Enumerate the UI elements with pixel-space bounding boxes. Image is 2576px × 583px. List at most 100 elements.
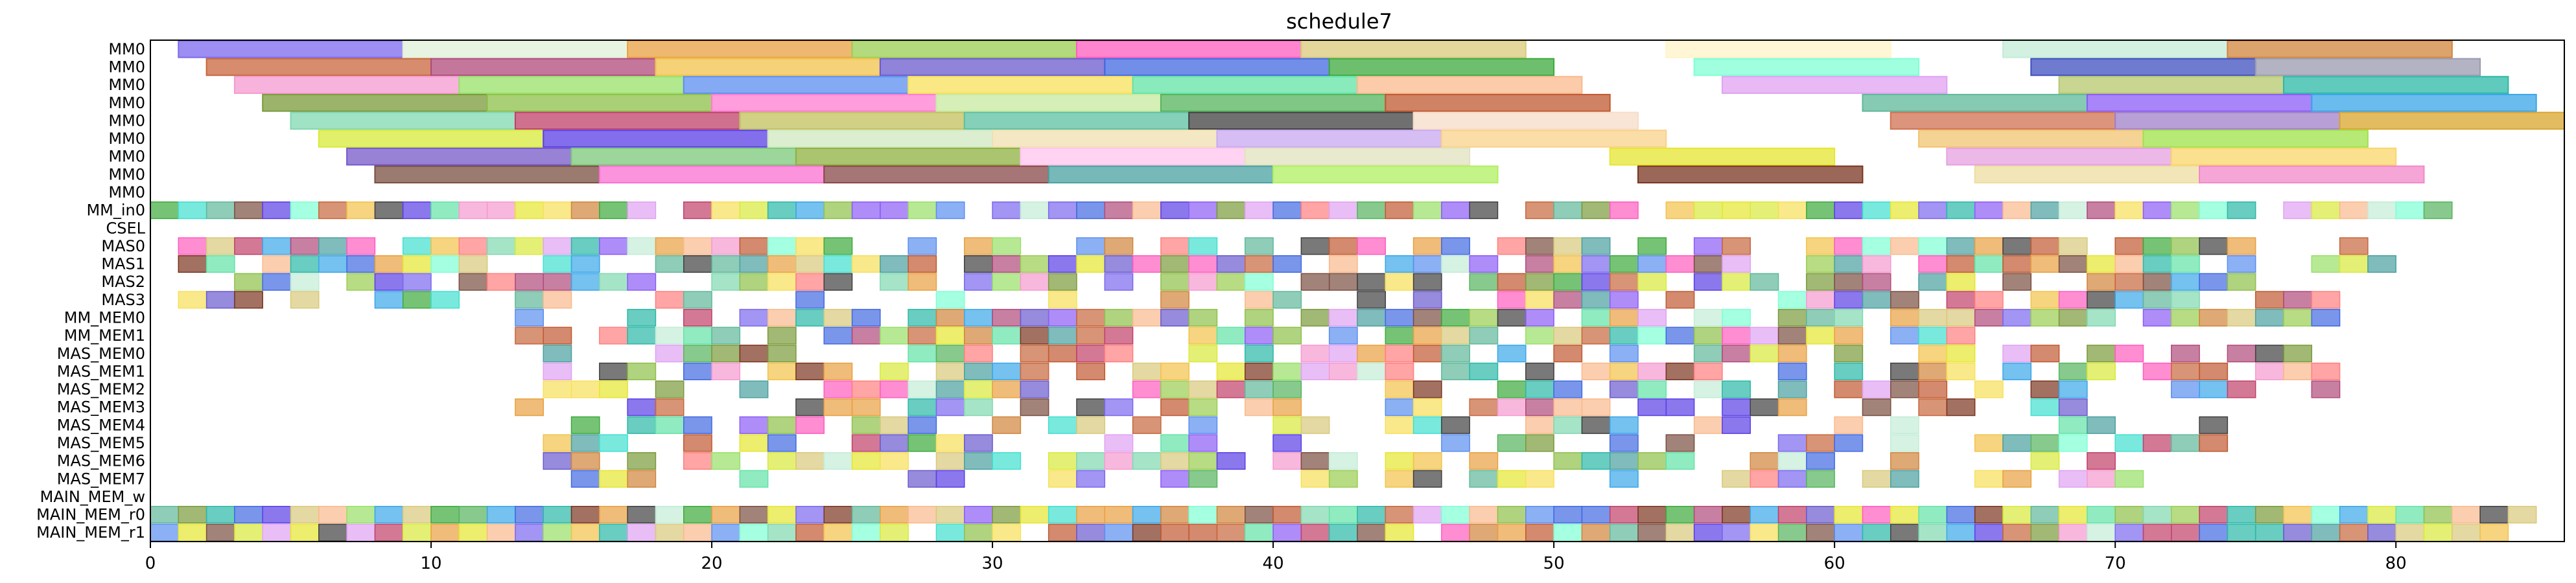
- schedule-block: [655, 345, 685, 363]
- schedule-block: [823, 452, 853, 470]
- schedule-block: [767, 326, 797, 345]
- schedule-block: [2227, 380, 2256, 398]
- row-label: MAS_MEM0: [57, 345, 145, 363]
- schedule-block: [234, 273, 263, 291]
- schedule-block: [1076, 255, 1106, 273]
- schedule-block: [2058, 308, 2088, 327]
- schedule-block: [1160, 523, 1189, 542]
- schedule-block: [627, 273, 657, 291]
- schedule-block: [1357, 345, 1387, 363]
- schedule-block: [1834, 362, 1864, 380]
- schedule-block: [1160, 201, 1189, 220]
- schedule-block: [1076, 398, 1106, 417]
- plot-frame: [150, 40, 2565, 542]
- schedule-block: [683, 452, 712, 470]
- schedule-block: [1581, 362, 1611, 380]
- schedule-block: [767, 308, 797, 327]
- schedule-block: [205, 237, 235, 255]
- schedule-block: [1974, 308, 2004, 327]
- schedule-block: [1188, 326, 1218, 345]
- schedule-block: [1722, 326, 1751, 345]
- schedule-block: [1160, 470, 1189, 488]
- schedule-block: [599, 326, 628, 345]
- row-label: MAIN_MEM_r0: [36, 506, 145, 524]
- schedule-block: [1441, 237, 1470, 255]
- schedule-block: [1300, 273, 1330, 291]
- gantt-bar: [655, 58, 881, 76]
- schedule-block: [1665, 362, 1695, 380]
- schedule-block: [739, 416, 769, 434]
- schedule-block: [1918, 398, 1948, 417]
- schedule-block: [570, 470, 600, 488]
- schedule-block: [2199, 273, 2229, 291]
- schedule-block: [1441, 308, 1470, 327]
- schedule-block: [1245, 505, 1274, 524]
- schedule-block: [1076, 326, 1106, 345]
- schedule-block: [795, 273, 825, 291]
- gantt-bar: [346, 147, 572, 166]
- schedule-block: [1216, 273, 1246, 291]
- schedule-block: [318, 201, 347, 220]
- schedule-block: [1525, 273, 1554, 291]
- schedule-block: [234, 237, 263, 255]
- schedule-block: [570, 380, 600, 398]
- schedule-block: [515, 273, 544, 291]
- schedule-block: [739, 434, 769, 452]
- schedule-block: [1609, 470, 1639, 488]
- schedule-block: [1581, 523, 1611, 542]
- schedule-block: [543, 237, 572, 255]
- schedule-block: [851, 308, 881, 327]
- schedule-block: [1076, 345, 1106, 363]
- x-tick-label: 40: [1263, 554, 1284, 573]
- schedule-block: [907, 416, 937, 434]
- schedule-block: [1665, 326, 1695, 345]
- schedule-block: [1048, 326, 1077, 345]
- schedule-block: [880, 326, 909, 345]
- schedule-block: [543, 345, 572, 363]
- schedule-block: [458, 505, 488, 524]
- schedule-block: [1946, 345, 1976, 363]
- gantt-bar: [1609, 147, 1836, 166]
- gantt-bar: [2199, 165, 2425, 184]
- chart-title: schedule7: [1286, 9, 1392, 34]
- schedule-block: [1609, 326, 1639, 345]
- schedule-block: [1637, 273, 1667, 291]
- schedule-block: [683, 523, 712, 542]
- schedule-block: [1020, 398, 1049, 417]
- schedule-block: [1693, 380, 1723, 398]
- schedule-block: [739, 308, 769, 327]
- schedule-block: [1300, 523, 1330, 542]
- schedule-block: [1609, 523, 1639, 542]
- schedule-block: [1693, 523, 1723, 542]
- schedule-block: [1609, 505, 1639, 524]
- gantt-bar: [1440, 130, 1667, 148]
- schedule-block: [1525, 416, 1554, 434]
- schedule-block: [1890, 416, 1919, 434]
- schedule-block: [234, 201, 263, 220]
- schedule-block: [1412, 291, 1442, 309]
- schedule-block: [515, 398, 544, 417]
- schedule-block: [1750, 523, 1779, 542]
- gantt-bar: [290, 111, 516, 130]
- schedule-block: [935, 362, 965, 380]
- schedule-block: [515, 326, 544, 345]
- gantt-bar: [823, 165, 1049, 184]
- schedule-block: [1946, 362, 1976, 380]
- schedule-block: [1750, 345, 1779, 363]
- schedule-block: [570, 523, 600, 542]
- schedule-block: [2058, 255, 2088, 273]
- schedule-block: [1272, 416, 1302, 434]
- schedule-block: [1834, 380, 1864, 398]
- schedule-block: [1525, 326, 1554, 345]
- schedule-block: [1469, 273, 1499, 291]
- schedule-block: [683, 237, 712, 255]
- schedule-block: [1469, 201, 1499, 220]
- schedule-block: [2114, 434, 2144, 452]
- schedule-block: [1076, 308, 1106, 327]
- schedule-block: [1665, 201, 1695, 220]
- schedule-block: [1525, 362, 1554, 380]
- schedule-block: [1272, 398, 1302, 417]
- schedule-block: [1974, 505, 2004, 524]
- schedule-block: [1974, 434, 2004, 452]
- schedule-block: [2058, 237, 2088, 255]
